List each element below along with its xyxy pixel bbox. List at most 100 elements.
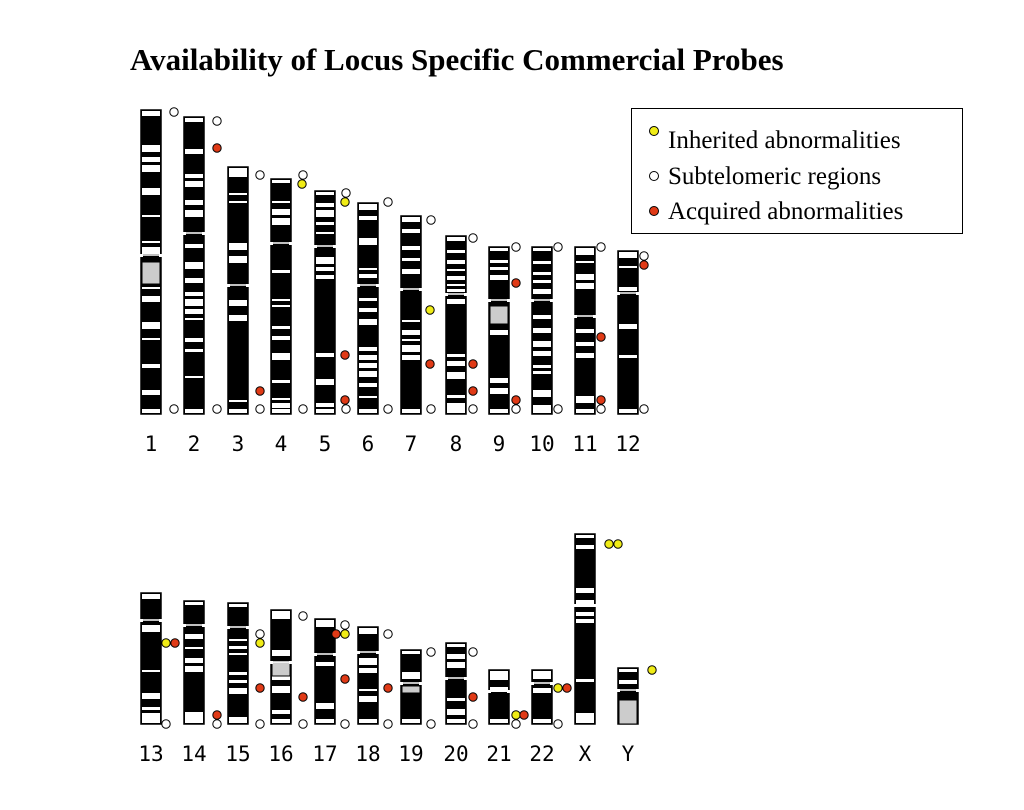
chromosome-16-acquired-probe-icon (298, 692, 308, 702)
chromosome-11-acquired-probe-icon (596, 332, 606, 342)
chromosome-7-subtelomeric-probe-icon (426, 404, 436, 414)
chromosome-7-body (400, 215, 422, 415)
chromosome-19 (400, 647, 436, 729)
chromosome-2-subtelomeric-probe-icon (212, 404, 222, 414)
chromosome-22-inherited-probe-icon (553, 683, 563, 693)
chromosome-1-heterochromatin (141, 261, 161, 285)
chromosome-5-label: 5 (319, 432, 332, 456)
chromosome-12-bands (619, 254, 637, 358)
chromosome-5-subtelomeric-probe-icon (341, 404, 351, 414)
chromosome-18-label: 18 (355, 742, 380, 766)
chromosome-3-acquired-probe-icon (255, 386, 265, 396)
chromosome-1-label: 1 (145, 432, 158, 456)
chromosome-19-label: 19 (398, 742, 423, 766)
chromosome-19-bands (402, 672, 420, 679)
chromosome-x-inherited-probe-icon (613, 539, 623, 549)
chromosome-3-subtelomeric-probe-icon (255, 404, 265, 414)
chromosome-22-subtelomeric-probe-icon (553, 719, 563, 729)
chromosome-1-subtelomeric-probe-icon (169, 404, 179, 414)
chromosome-21-acquired-probe-icon (519, 710, 529, 720)
chromosome-y-label: Y (622, 742, 635, 766)
chromosome-10-subtelomeric-probe-icon (553, 242, 563, 252)
chromosome-7-acquired-probe-icon (425, 359, 435, 369)
chromosome-10-subtelomeric-probe-icon (553, 404, 563, 414)
chromosome-15-label: 15 (225, 742, 250, 766)
chromosome-7-subtelomeric-probe-icon (426, 215, 436, 225)
chromosome-10 (531, 242, 563, 415)
chromosome-3-label: 3 (232, 432, 245, 456)
chromosome-18-acquired-probe-icon (383, 683, 393, 693)
chromosome-13-inherited-probe-icon (161, 638, 171, 648)
chromosome-15-subtelomeric-probe-icon (255, 629, 265, 639)
chromosome-20-bands (447, 654, 465, 715)
chromosome-13-acquired-probe-icon (170, 638, 180, 648)
chromosome-16-bands (272, 613, 290, 714)
chromosome-13-body (140, 592, 162, 725)
chromosome-5-acquired-probe-icon (340, 395, 350, 405)
chromosome-6-label: 6 (362, 432, 375, 456)
chromosome-6-subtelomeric-probe-icon (383, 197, 393, 207)
chromosome-6-bands (359, 206, 377, 398)
chromosome-y-heterochromatin (618, 699, 638, 725)
inherited-dot-icon (649, 126, 659, 136)
chromosome-12-subtelomeric-probe-icon (639, 404, 649, 414)
chromosome-x (574, 533, 623, 725)
legend-label-subtelomeric: Subtelomeric regions (668, 163, 882, 190)
chromosome-12 (617, 250, 649, 415)
chromosome-17 (314, 618, 350, 729)
chromosome-3-subtelomeric-probe-icon (255, 170, 265, 180)
chromosome-8-subtelomeric-probe-icon (468, 233, 478, 243)
chromosome-4-subtelomeric-probe-icon (298, 404, 308, 414)
chromosome-13-bands (142, 596, 160, 720)
chromosome-15-body (227, 602, 249, 725)
chromosome-11-label: 11 (572, 432, 597, 456)
chromosome-12-subtelomeric-probe-icon (639, 251, 649, 261)
chromosome-21-body (488, 669, 510, 725)
chromosome-17-inherited-probe-icon (340, 629, 350, 639)
chromosome-2-bands (185, 120, 203, 378)
chromosome-11-subtelomeric-probe-icon (596, 242, 606, 252)
chromosome-8-acquired-probe-icon (468, 386, 478, 396)
chromosome-2 (183, 116, 222, 415)
chromosome-x-body (574, 533, 596, 725)
chromosome-14-label: 14 (181, 742, 206, 766)
chromosome-1 (140, 107, 179, 415)
chromosome-11 (574, 242, 606, 415)
chromosome-9-heterochromatin (489, 305, 509, 325)
chromosome-14-subtelomeric-probe-icon (212, 719, 222, 729)
chromosome-9-bands (490, 260, 508, 394)
chromosome-8-label: 8 (450, 432, 463, 456)
chromosome-5-inherited-probe-icon (340, 197, 350, 207)
chromosome-18-subtelomeric-probe-icon (383, 719, 393, 729)
chromosome-3-body (227, 166, 249, 415)
chromosome-y-inherited-probe-icon (647, 665, 657, 675)
chromosome-15-subtelomeric-probe-icon (255, 719, 265, 729)
chromosome-19-subtelomeric-probe-icon (426, 719, 436, 729)
chromosome-2-label: 2 (188, 432, 201, 456)
chromosome-5-acquired-probe-icon (340, 350, 350, 360)
chromosome-12-body (617, 250, 639, 415)
chromosome-x-bands (576, 545, 594, 720)
chromosome-y (617, 665, 657, 725)
chromosome-19-heterochromatin (401, 685, 421, 694)
chromosome-11-acquired-probe-icon (596, 395, 606, 405)
chromosome-17-label: 17 (312, 742, 337, 766)
chromosome-6 (357, 197, 393, 415)
chromosome-12-label: 12 (615, 432, 640, 456)
chromosome-4-inherited-probe-icon (297, 179, 307, 189)
chromosome-9-label: 9 (493, 432, 506, 456)
chromosome-22-acquired-probe-icon (562, 683, 572, 693)
chromosome-22-label: 22 (529, 742, 554, 766)
chromosome-11-bands (576, 250, 594, 403)
chromosome-20-subtelomeric-probe-icon (468, 719, 478, 729)
chromosome-15-inherited-probe-icon (255, 638, 265, 648)
chromosome-11-subtelomeric-probe-icon (596, 404, 606, 414)
chromosome-7-label: 7 (405, 432, 418, 456)
chromosome-17-subtelomeric-probe-icon (340, 620, 350, 630)
legend: Inherited abnormalities Subtelomeric reg… (631, 108, 963, 234)
chromosome-8-bands (447, 239, 465, 410)
chromosome-13 (140, 592, 180, 729)
chromosome-8-body (445, 235, 467, 415)
chromosome-16-subtelomeric-probe-icon (298, 611, 308, 621)
legend-label-acquired: Acquired abnormalities (668, 198, 904, 225)
